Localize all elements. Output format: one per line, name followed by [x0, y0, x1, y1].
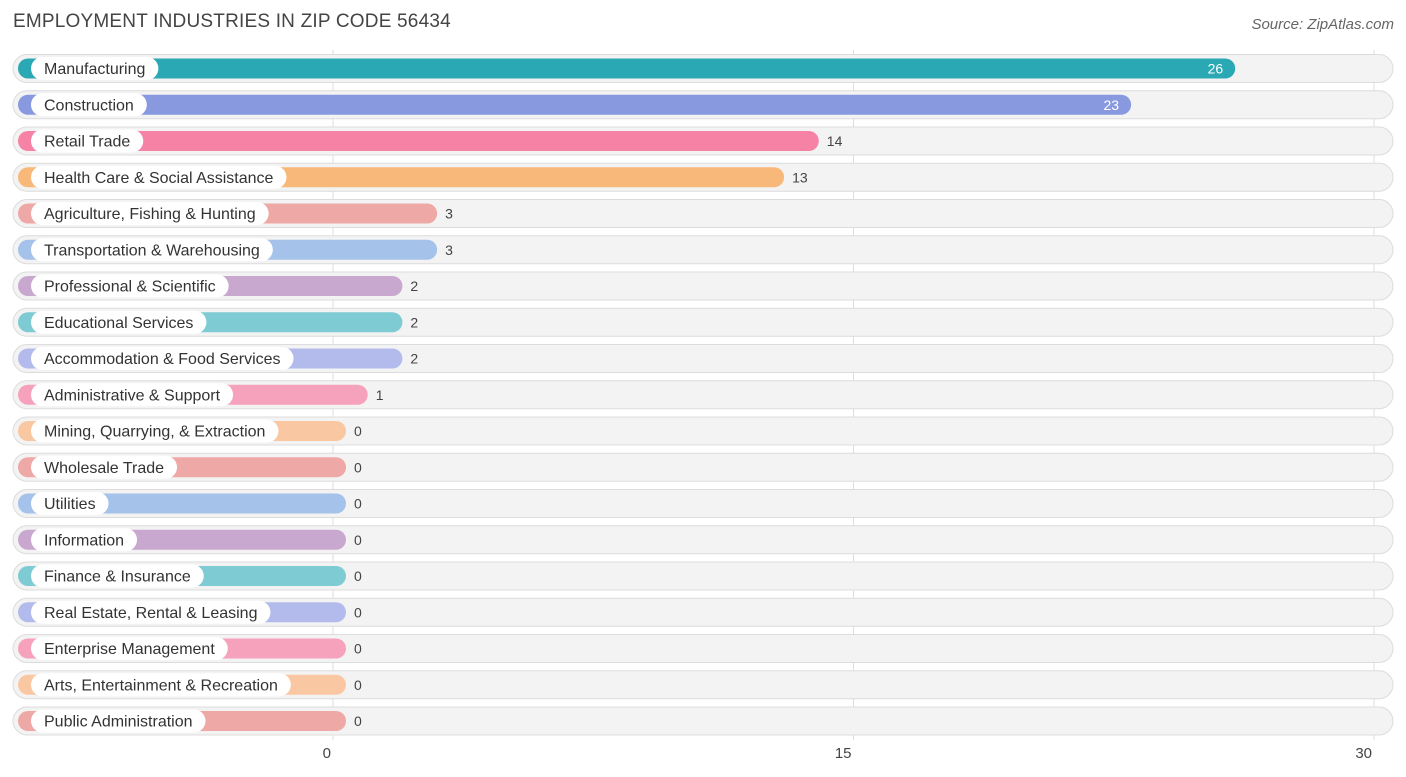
bar-row: Agriculture, Fishing & Hunting 3 — [12, 199, 1394, 228]
category-label-pill — [31, 165, 287, 189]
category-label: Agriculture, Fishing & Hunting — [44, 206, 256, 223]
bar-row: Manufacturing 26 — [12, 54, 1394, 83]
category-label: Manufacturing — [44, 61, 145, 78]
category-label-pill — [31, 274, 229, 298]
x-tick-label: 0 — [323, 745, 331, 762]
category-label: Professional & Scientific — [44, 279, 216, 296]
bar-track — [12, 489, 1394, 518]
bar-row: Utilities 0 — [12, 489, 1394, 518]
value-label: 0 — [354, 532, 362, 548]
value-label: 0 — [354, 423, 362, 439]
category-label: Health Care & Social Assistance — [44, 170, 274, 187]
value-label: 0 — [354, 677, 362, 693]
category-label: Enterprise Management — [44, 641, 215, 658]
category-label-pill — [31, 347, 294, 370]
value-label: 23 — [1104, 97, 1120, 113]
category-label-pill — [31, 637, 228, 660]
category-label: Construction — [44, 97, 134, 114]
bar — [18, 131, 819, 151]
category-label-pill — [31, 202, 269, 225]
bar-track — [12, 416, 1394, 446]
bar-row: Retail Trade 14 — [12, 126, 1394, 156]
bar — [18, 58, 1236, 79]
category-label-pill — [31, 492, 109, 515]
bar-track — [12, 634, 1394, 663]
value-label: 0 — [354, 713, 362, 729]
x-tick-label: 15 — [835, 745, 852, 762]
value-label: 0 — [354, 459, 362, 475]
bar-row: Health Care & Social Assistance 13 — [12, 162, 1394, 192]
bar-row: Real Estate, Rental & Leasing 0 — [12, 597, 1394, 627]
category-label-pill — [31, 93, 147, 117]
category-label: Finance & Insurance — [44, 569, 191, 586]
bar-track — [12, 525, 1394, 555]
category-label-pill — [31, 600, 271, 624]
value-label: 0 — [354, 641, 362, 657]
bar-row: Professional & Scientific 2 — [12, 271, 1394, 301]
category-label-pill — [31, 57, 159, 80]
bar-row: Information 0 — [12, 525, 1394, 555]
bar-row: Administrative & Support 1 — [12, 380, 1394, 410]
category-label-pill — [31, 129, 144, 153]
category-label-pill — [31, 455, 178, 479]
value-label: 3 — [445, 242, 453, 258]
bar-row: Wholesale Trade 0 — [12, 452, 1394, 482]
category-label-pill — [31, 709, 206, 733]
bar-row: Enterprise Management 0 — [12, 634, 1394, 663]
chart-title: EMPLOYMENT INDUSTRIES IN ZIP CODE 56434 — [13, 11, 451, 32]
category-label: Information — [44, 532, 124, 549]
category-label: Mining, Quarrying, & Extraction — [44, 424, 265, 441]
bar-track — [12, 670, 1394, 700]
value-label: 3 — [445, 206, 453, 222]
bar-track — [12, 561, 1394, 591]
category-label: Administrative & Support — [44, 387, 221, 404]
category-label: Arts, Entertainment & Recreation — [44, 677, 278, 694]
bar-row: Educational Services 2 — [12, 307, 1394, 337]
category-label-pill — [31, 383, 234, 407]
value-label: 0 — [354, 496, 362, 512]
bar-track — [12, 597, 1394, 627]
value-label: 0 — [354, 604, 362, 620]
bar-row: Public Administration 0 — [12, 706, 1394, 736]
category-label-pill — [31, 673, 291, 697]
category-label-pill — [31, 238, 273, 262]
category-label: Wholesale Trade — [44, 460, 164, 477]
value-label: 2 — [410, 278, 418, 294]
category-label: Transportation & Warehousing — [44, 242, 260, 259]
bar — [18, 94, 1132, 115]
bar-row: Mining, Quarrying, & Extraction 0 — [12, 416, 1394, 446]
category-label-pill — [31, 564, 204, 588]
category-label: Retail Trade — [44, 134, 130, 151]
value-label: 1 — [376, 387, 384, 403]
value-label: 2 — [410, 351, 418, 367]
category-label: Educational Services — [44, 315, 193, 332]
value-label: 0 — [354, 568, 362, 584]
value-label: 26 — [1208, 61, 1224, 77]
bar-row: Accommodation & Food Services 2 — [12, 344, 1394, 373]
category-label: Real Estate, Rental & Leasing — [44, 605, 257, 622]
bar-track — [12, 706, 1394, 736]
chart-source: Source: ZipAtlas.com — [1251, 16, 1394, 33]
bar-row: Transportation & Warehousing 3 — [12, 235, 1394, 265]
category-label: Accommodation & Food Services — [44, 351, 281, 368]
category-label: Public Administration — [44, 714, 193, 731]
value-label: 14 — [827, 133, 843, 149]
category-label-pill — [31, 310, 207, 334]
category-label: Utilities — [44, 496, 96, 513]
value-label: 13 — [792, 169, 808, 185]
x-tick-label: 30 — [1355, 745, 1372, 762]
category-label-pill — [31, 419, 279, 443]
bar-row: Construction 23 — [12, 90, 1394, 120]
category-label-pill — [31, 528, 138, 552]
bar-track — [12, 452, 1394, 482]
bar-row: Finance & Insurance 0 — [12, 561, 1394, 591]
bar-row: Arts, Entertainment & Recreation 0 — [12, 670, 1394, 700]
value-label: 2 — [410, 314, 418, 330]
